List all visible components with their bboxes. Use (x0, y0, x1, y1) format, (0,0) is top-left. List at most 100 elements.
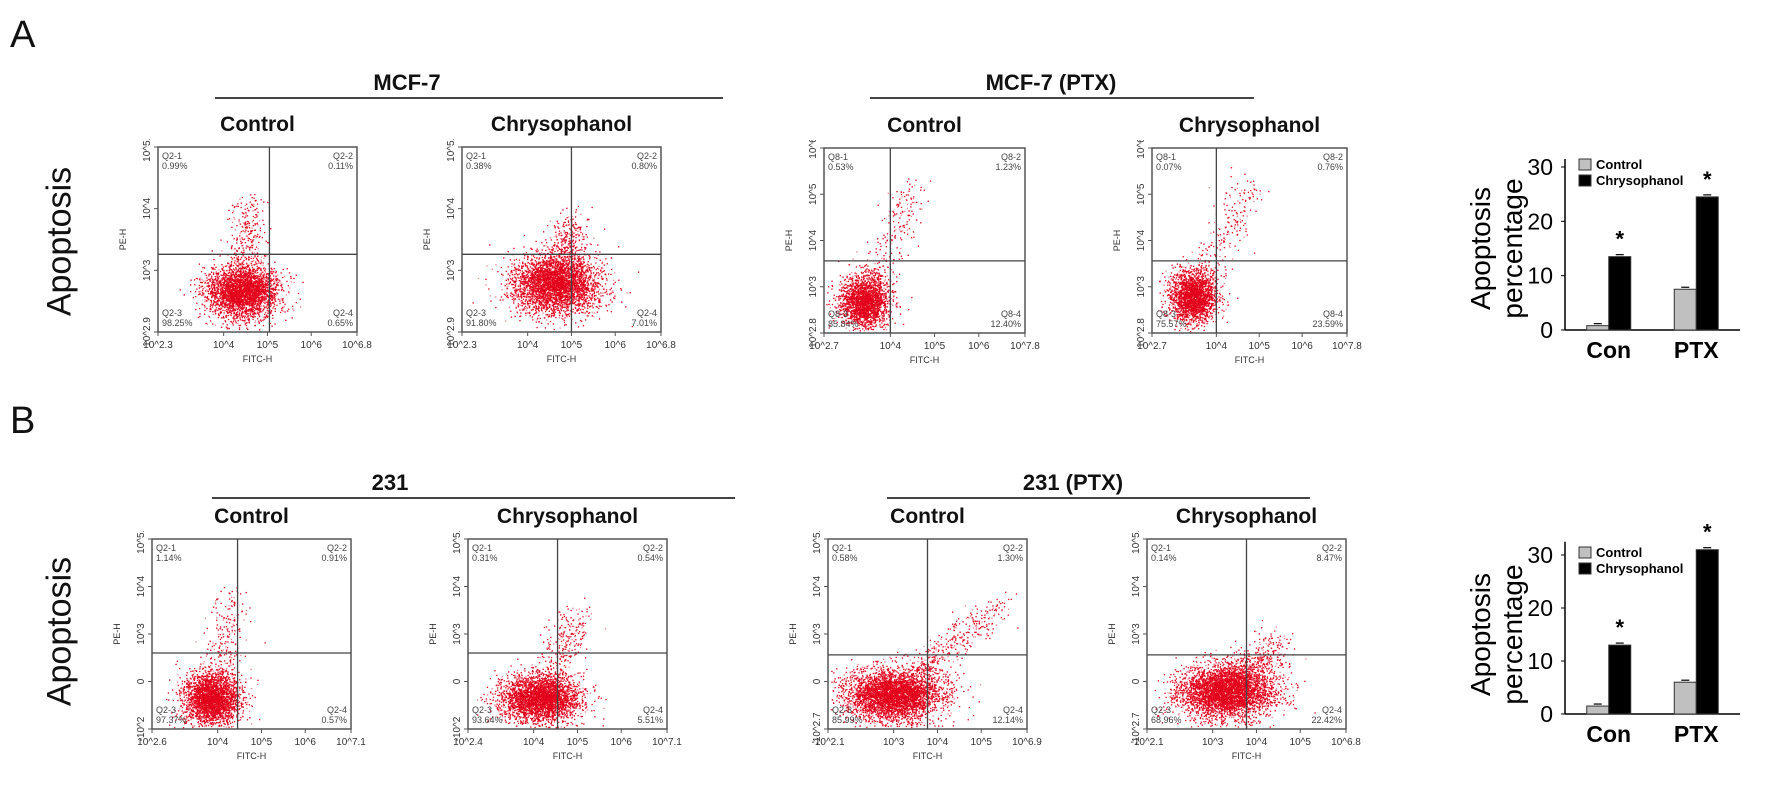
plot-frame (157, 146, 358, 333)
y-axis-label: PE-H (784, 230, 794, 252)
scatter-points (830, 591, 1019, 729)
x-tick-label: -10^2.1 (811, 737, 844, 748)
flow-cytometry-plot: Q2-11.14% Q2-20.91% Q2-397.37% Q2-40.57% 10^… (112, 531, 366, 761)
x-tick-label: 10^5 (924, 341, 946, 352)
quadrant-percent: 75.57% (1156, 319, 1187, 329)
x-tick-label: 10^7.8 (1332, 341, 1362, 352)
x-tick-label: 10^6 (301, 340, 323, 351)
quadrant-name: Q8-4 (1323, 309, 1343, 319)
y-tick-label: 10^3 (1131, 623, 1142, 645)
quadrant-percent: 7.01% (631, 318, 657, 328)
bar-chart: 0 10 20 30 Apoptosis percentage * Con * PTX Contro… (1465, 154, 1740, 363)
y-tick-label: 10^2.9 (446, 317, 457, 347)
quadrant-name: Q8-1 (1156, 152, 1176, 162)
x-tick-label: 10^6 (605, 340, 627, 351)
quadrant-name: Q2-4 (643, 705, 663, 715)
y-tick-label: 10^4 (1136, 229, 1147, 251)
plot-title: Control (122, 505, 382, 529)
quadrant-name: Q8-1 (828, 152, 848, 162)
quadrant-percent: 23.59% (1312, 319, 1343, 329)
quadrant-name: Q2-1 (162, 151, 182, 161)
quadrant-name: Q2-3 (472, 705, 492, 715)
y-axis-label: percentage (1497, 178, 1528, 318)
x-tick-label: 10^5 (1249, 341, 1271, 352)
quadrant-name: Q2-2 (333, 151, 353, 161)
quadrant-name: Q2-3 (466, 308, 486, 318)
y-tick-label: 10^4 (452, 575, 463, 597)
bar-control-con (1586, 705, 1610, 715)
quadrant-name: Q8-2 (1323, 152, 1343, 162)
quadrant-name: Q2-3 (156, 705, 176, 715)
flow-cytometry-plot: Q2-10.58% Q2-21.30% Q2-385.99% Q2-412.14% -1… (788, 531, 1042, 761)
quadrant-percent: 0.14% (1151, 553, 1177, 563)
scatter-points (166, 587, 266, 729)
y-tick-label: 10^3 (452, 623, 463, 645)
x-tick-label: PTX (1674, 721, 1719, 747)
x-axis-label: FITC-H (243, 354, 273, 364)
y-tick-label: 10^4 (812, 575, 823, 597)
quadrant-name: Q2-2 (1322, 543, 1342, 553)
y-tick-label: 0 (1131, 678, 1142, 684)
y-tick-label: 10^5.4 (1131, 531, 1142, 554)
quadrant-name: Q2-2 (1003, 543, 1023, 553)
y-tick-label: 10^3 (808, 276, 819, 298)
quadrant-percent: 0.53% (828, 162, 854, 172)
quadrant-name: Q2-3 (1151, 705, 1171, 715)
quadrant-name: Q2-4 (333, 308, 353, 318)
group-divider (212, 497, 735, 499)
x-tick-label: 10^5 (257, 340, 279, 351)
y-tick-label: 10^3 (812, 623, 823, 645)
quadrant-percent: 98.25% (162, 318, 193, 328)
significance-marker: * (1615, 227, 1624, 252)
x-tick-label: 10^4 (517, 340, 539, 351)
y-tick-label: -10^2.7 (812, 712, 823, 745)
plot-title: Chrysophanol (1117, 505, 1377, 529)
x-tick-label: 10^6 (968, 341, 990, 352)
x-tick-label: 10^2.7 (809, 341, 839, 352)
quadrant-percent: 1.14% (156, 553, 182, 563)
y-axis-label: PE-H (788, 623, 798, 645)
bar-chrysophanol-ptx (1695, 549, 1719, 715)
quadrant-name: Q8-3 (828, 309, 848, 319)
scatter-points (179, 193, 304, 331)
x-tick-label: 10^6.9 (1012, 737, 1042, 748)
legend-swatch (1578, 546, 1592, 559)
y-tick-label: 10^5.4 (812, 531, 823, 554)
bar-control-ptx (1673, 681, 1697, 715)
y-axis-label: PE-H (422, 229, 432, 251)
group-divider (215, 97, 723, 99)
y-tick-label: 10^4 (446, 198, 457, 220)
y-tick-label: 10^4 (142, 198, 153, 220)
quadrant-name: Q8-4 (1001, 309, 1021, 319)
x-axis-label: FITC-H (553, 751, 583, 761)
y-tick-label: -10^2 (136, 716, 147, 741)
y-tick-label: 10^6 (808, 140, 819, 159)
x-tick-label: Con (1586, 721, 1631, 747)
quadrant-name: Q2-1 (466, 151, 486, 161)
quadrant-name: Q2-4 (637, 308, 657, 318)
x-tick-label: 10^5 (561, 340, 583, 351)
quadrant-name: Q8-2 (1001, 152, 1021, 162)
quadrant-percent: 1.23% (995, 162, 1021, 172)
y-tick-label: 30 (1527, 154, 1553, 180)
x-tick-label: 10^5 (251, 737, 273, 748)
plot-title: Chrysophanol (432, 113, 692, 137)
legend-label: Control (1596, 157, 1642, 172)
significance-marker: * (1615, 615, 1624, 640)
quadrant-percent: 93.64% (472, 715, 503, 725)
x-tick-label: 10^5 (567, 737, 589, 748)
quadrant-name: Q2-1 (156, 543, 176, 553)
plot-frame (461, 146, 662, 333)
group-divider (887, 497, 1310, 499)
quadrant-name: Q2-2 (643, 543, 663, 553)
y-tick-label: 10^3 (142, 259, 153, 281)
legend-label: Control (1596, 545, 1642, 560)
x-tick-label: 10^4 (523, 737, 545, 748)
x-tick-label: 10^6 (1291, 341, 1313, 352)
y-tick-label: 0 (812, 678, 823, 684)
x-tick-label: 10^6 (295, 737, 317, 748)
quadrant-name: Q2-3 (832, 705, 852, 715)
quadrant-percent: 12.40% (990, 319, 1021, 329)
